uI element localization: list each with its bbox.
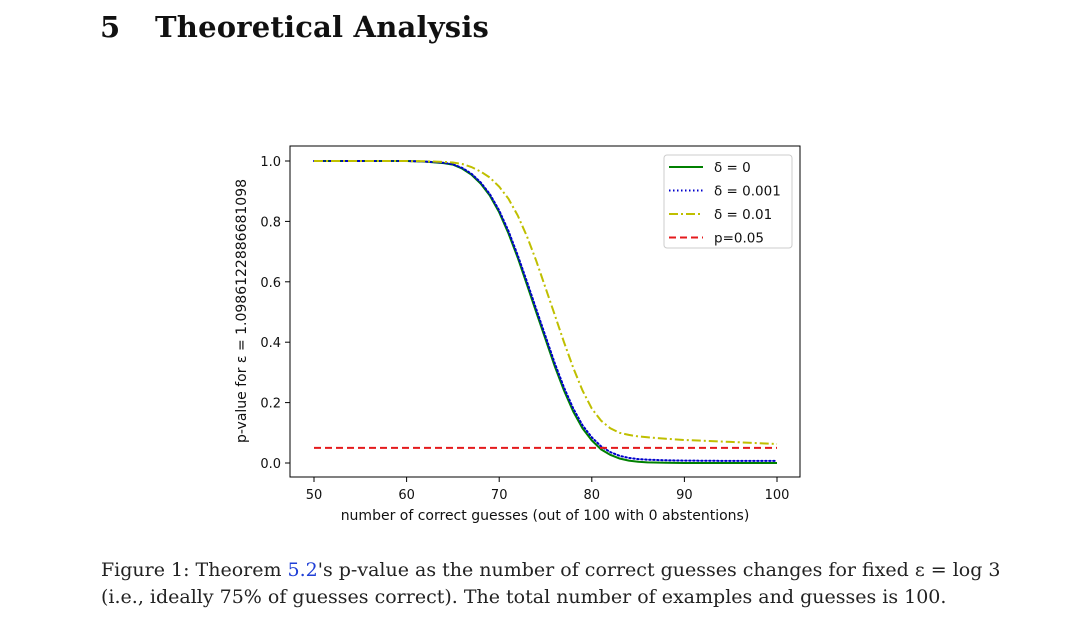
y-tick-label: 0.0 bbox=[260, 457, 281, 472]
theorem-reference-link[interactable]: 5.2 bbox=[287, 559, 318, 581]
section-heading: 5 Theoretical Analysis bbox=[100, 10, 489, 44]
caption-prefix: Figure 1: Theorem bbox=[101, 559, 288, 581]
x-tick-label: 50 bbox=[306, 488, 323, 503]
y-tick-label: 0.2 bbox=[260, 397, 281, 412]
legend-label: p=0.05 bbox=[714, 231, 764, 247]
y-axis-label: p-value for ε = 1.0986122886681098 bbox=[234, 179, 250, 443]
x-tick-label: 70 bbox=[491, 488, 508, 503]
y-tick-label: 0.6 bbox=[260, 276, 281, 291]
y-tick-label: 0.4 bbox=[260, 336, 281, 351]
y-tick-label: 0.8 bbox=[260, 215, 281, 230]
legend-label: δ = 0.01 bbox=[714, 207, 772, 223]
figure-caption: Figure 1: Theorem 5.2's p-value as the n… bbox=[101, 557, 1001, 611]
x-axis-label: number of correct guesses (out of 100 wi… bbox=[341, 508, 750, 524]
y-tick-label: 1.0 bbox=[260, 155, 281, 170]
legend-box bbox=[663, 154, 793, 249]
legend-label: δ = 0 bbox=[714, 160, 751, 176]
x-tick-label: 90 bbox=[676, 488, 693, 503]
legend-label: δ = 0.001 bbox=[714, 184, 781, 200]
plot-frame bbox=[289, 145, 801, 478]
caption-text: 's p-value as the number of correct gues… bbox=[101, 559, 1001, 608]
series-line--0_001 bbox=[313, 160, 778, 462]
section-title: Theoretical Analysis bbox=[155, 10, 490, 44]
x-tick-label: 60 bbox=[398, 488, 415, 503]
x-tick-label: 100 bbox=[765, 488, 790, 503]
series-line--0_01 bbox=[314, 160, 778, 445]
section-number: 5 bbox=[100, 10, 121, 44]
p-value-chart: 50 60 70 80 90 100 0.0 0.2 0.4 0.6 0.8 1.0 δ = 0 δ =… bbox=[234, 145, 801, 524]
x-tick-label: 80 bbox=[584, 488, 601, 503]
